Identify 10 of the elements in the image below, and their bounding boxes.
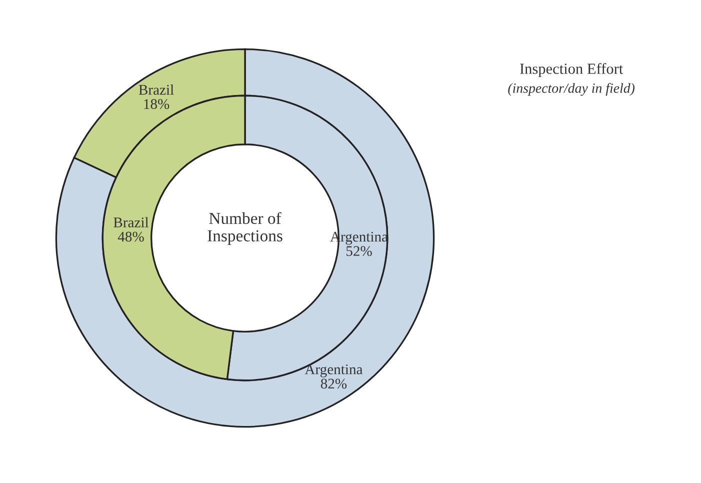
- data-label: 82%: [320, 378, 347, 389]
- category-label: Brazil: [114, 217, 149, 228]
- slice-label: Inspection Effort: [520, 63, 624, 78]
- slice-label: Brazil: [138, 84, 174, 95]
- data-label: 18%: [144, 99, 170, 110]
- data-label: 48%: [118, 232, 144, 242]
- data-label: 52%: [346, 246, 372, 256]
- slice-label: Argentina: [304, 364, 363, 378]
- slice-label: Number of Inspections: [208, 212, 282, 245]
- text: (inspector/day in field): [508, 82, 635, 96]
